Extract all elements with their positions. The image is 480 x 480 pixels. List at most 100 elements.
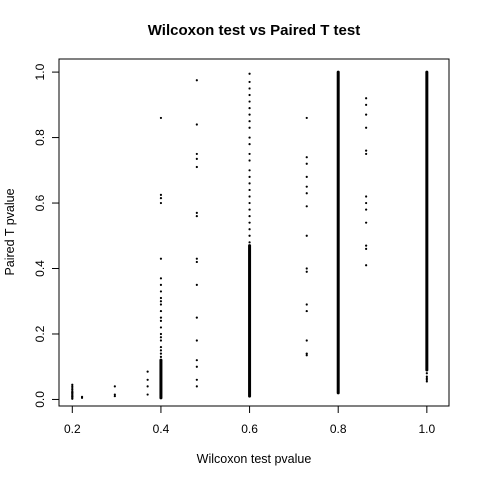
chart-title: Wilcoxon test vs Paired T test [148,22,360,39]
data-point [305,267,308,270]
y-tick-label: 0.8 [33,129,47,146]
data-point [305,175,308,178]
data-point [159,336,163,339]
data-point [305,156,308,159]
data-point [305,352,308,355]
data-point [159,309,163,313]
data-point [248,234,251,237]
x-axis-label: Wilcoxon test pvalue [197,452,312,466]
data-point [71,385,74,388]
data-point [159,326,163,329]
data-point [248,152,251,156]
data-point [248,215,251,218]
data-point [159,355,163,358]
data-point [195,316,198,319]
data-point [248,93,251,97]
data-point [195,215,198,218]
data-point [248,241,251,244]
data-point [248,126,251,129]
data-point [248,120,251,123]
data-point [365,221,368,224]
data-point [159,349,163,352]
data-point [305,162,308,165]
data-point [71,388,74,391]
data-point [248,201,251,205]
data-point [159,339,163,342]
data-point [113,395,116,398]
data-point [195,165,198,169]
y-tick-label: 1.0 [33,63,47,80]
data-point [248,100,251,103]
x-tick-label: 0.2 [64,422,81,436]
data-point [71,386,74,390]
data-point [195,359,198,362]
data-point [195,283,198,286]
x-axis: 0.2 0.4 0.6 0.8 1.0 [64,406,436,436]
data-point [195,123,198,126]
data-point [159,283,163,286]
data-point [195,378,198,381]
plot-frame [58,58,450,407]
data-point [195,257,198,260]
data-points [71,70,429,400]
data-point [425,377,428,380]
data-point [80,395,84,398]
data-point [248,87,251,90]
data-point [248,136,251,139]
data-point [71,383,74,386]
data-point [248,143,251,146]
x-tick-label: 0.8 [330,422,347,436]
y-tick-label: 0.2 [33,325,47,342]
data-point [365,208,368,211]
data-point [305,116,308,120]
x-tick-label: 1.0 [418,422,435,436]
data-point [113,385,116,388]
data-point [248,72,251,75]
data-point [159,296,163,300]
data-point [195,152,198,156]
data-point [425,372,428,375]
data-point [305,234,308,237]
data-point [195,365,198,368]
data-point [159,303,163,306]
data-point [365,201,368,205]
data-point [305,270,308,273]
y-axis-label: Paired T pvalue [3,188,17,275]
data-point [425,378,428,381]
data-point [146,378,149,381]
data-point [305,185,308,188]
y-tick-label: 0.4 [33,260,47,277]
y-axis: 0.0 0.2 0.4 0.6 0.8 1.0 [33,63,59,408]
data-point [305,205,308,208]
data-point [425,375,428,378]
data-point [146,370,149,373]
data-point [425,380,428,383]
data-point [159,319,163,322]
data-point [195,385,198,388]
data-point [159,300,163,303]
data-point [248,228,251,231]
data-point [195,339,198,342]
data-point [159,316,163,319]
data-point [159,290,163,293]
data-point [248,169,251,172]
data-point [159,345,163,349]
data-point [159,193,163,196]
data-point [365,264,368,267]
data-point [305,309,308,313]
data-point [71,390,74,393]
data-point [195,157,198,160]
data-point [248,80,251,84]
data-point [365,149,368,152]
data-point [365,244,368,247]
x-tick-label: 0.6 [241,422,258,436]
data-point [365,195,368,198]
data-point [159,197,163,200]
data-point [305,303,308,306]
data-point [365,103,368,106]
data-point [365,113,368,116]
data-point [305,354,308,357]
y-tick-label: 0.0 [33,391,47,408]
data-point [159,257,163,260]
